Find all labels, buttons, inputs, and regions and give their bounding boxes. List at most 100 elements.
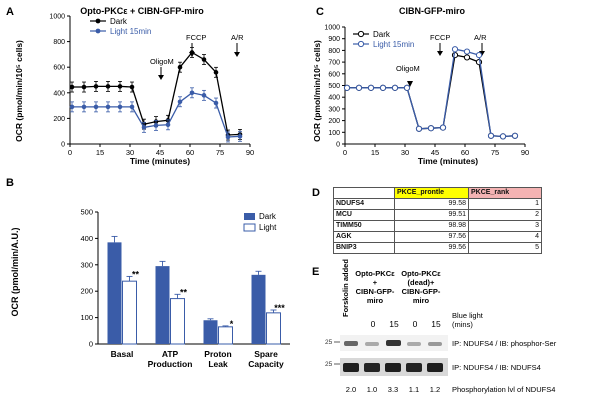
table-row: BNIP3 99.56 5 (333, 242, 542, 254)
category-label: Proton (204, 349, 231, 359)
blot1-band-2 (365, 342, 379, 346)
table-cell-gene: MCU (333, 209, 395, 221)
table-row: TIMM50 98.98 3 (333, 220, 542, 232)
data-point (391, 84, 399, 91)
data-point (117, 84, 123, 89)
data-point (463, 48, 471, 55)
table-row: AGK 97.56 4 (333, 231, 542, 243)
table-row: NDUFS4 99.58 1 (333, 198, 542, 210)
group1-line-1: Opto-PKCε (355, 269, 395, 278)
legend-b-dark-label: Dark (259, 212, 277, 221)
y-tick-label: 700 (328, 60, 340, 67)
data-point (177, 64, 183, 70)
data-point (475, 51, 483, 59)
x-tick-label: 45 (156, 148, 164, 157)
group1-line-3: CIBN-GFP- (356, 287, 395, 296)
panel-b: B OCR (pmol/min/A.U.) Dark Light 0 100 200… (6, 177, 290, 369)
y-tick-label: 200 (53, 116, 65, 123)
table-row: MCU 99.51 2 (333, 209, 542, 221)
quant-values: 2.0 1.0 3.3 1.1 1.2 (346, 385, 440, 394)
table-cell-gene: NDUFS4 (333, 198, 395, 210)
x-tick-label: 90 (521, 148, 529, 157)
quant-lane-4: 1.1 (409, 385, 419, 394)
blot1-band-3 (386, 340, 401, 346)
data-point (487, 132, 495, 139)
bar-light-1 (170, 298, 185, 345)
significance-mark: *** (274, 303, 285, 313)
y-tick-label: 400 (53, 90, 65, 97)
blot2-band-1 (343, 363, 359, 372)
panel-e: E Forskolin added Opto-PKCε + CIBN-GFP- … (312, 259, 557, 394)
y-tick-label: 300 (80, 260, 93, 269)
data-point (165, 122, 171, 128)
blot2-band-3 (385, 363, 401, 372)
x-tick-label: 45 (431, 148, 439, 157)
arrow-c-oligom-head (407, 81, 413, 87)
lane-1-time: 0 (371, 319, 376, 329)
x-tick-label: 75 (216, 148, 224, 157)
data-point (189, 90, 195, 96)
table-header-cell (333, 187, 395, 199)
panel-b-ylabel: OCR (pmol/min/A.U.) (10, 228, 20, 317)
legend-c-light-marker (357, 40, 365, 48)
panel-a-letter: A (6, 6, 14, 18)
table-header-cell: PKCE_prontle (394, 187, 469, 199)
data-point (153, 123, 159, 128)
x-tick-label: 15 (96, 148, 104, 157)
quant-lane-5: 1.2 (430, 385, 440, 394)
group2-line-4: miro (413, 296, 430, 305)
data-point (451, 46, 459, 53)
chart-a: 0 200 400 600 800 1000 0 15 30 45 60 75 90 (49, 14, 254, 158)
table-cell-rank: 3 (468, 220, 542, 232)
group2-line-1: Opto-PKCε (401, 269, 441, 278)
x-tick-label: 30 (401, 148, 409, 157)
bar-light-2 (218, 326, 233, 345)
blot2-band-5 (427, 363, 443, 372)
annot-a-ar: A/R (231, 33, 244, 42)
blot2-band-2 (364, 363, 380, 372)
bar-dark-1 (155, 266, 170, 344)
y-tick-label: 900 (328, 36, 340, 43)
data-point (93, 104, 99, 110)
lane-2-time: 15 (389, 319, 399, 329)
pkce-table: PKCE_prontle PKCE_rank NDUFS4 99.58 1 MC… (333, 187, 542, 254)
y-tick-label: 800 (53, 39, 65, 46)
category-label: Basal (111, 349, 134, 359)
y-tick-label: 100 (80, 313, 93, 322)
table-header-cell: PKCE_rank (468, 187, 542, 199)
annot-a-fccp: FCCP (186, 33, 206, 42)
y-tick-label: 0 (89, 340, 93, 349)
panel-c: C CIBN-GFP-miro OCR (pmol/min/10⁵ cells)… (312, 6, 529, 166)
panel-c-letter: C (316, 6, 324, 18)
data-point (201, 57, 207, 62)
data-point (69, 104, 75, 110)
category-label: ATP (162, 349, 179, 359)
panel-a: A Opto-PKCε + CIBN-GFP-miro OCR (pmol/mi… (6, 6, 254, 166)
bar-dark-2 (203, 320, 218, 344)
group1-line-4: miro (367, 296, 384, 305)
y-tick-label: 400 (328, 95, 340, 102)
group1-line-2: + (373, 278, 378, 287)
y-tick-label: 600 (53, 65, 65, 72)
blot2-label: IP: NDUFS4 / IB: NDUFS4 (452, 363, 541, 372)
x-tick-label: 90 (246, 148, 254, 157)
legend-a-dark-label: Dark (110, 17, 128, 26)
data-point (81, 84, 87, 90)
x-tick-label: 0 (68, 148, 72, 157)
panel-c-xlabel: Time (minutes) (418, 156, 478, 166)
data-point (117, 104, 123, 110)
y-tick-label: 0 (336, 142, 340, 149)
annot-c-oligom: OligoM (396, 64, 420, 73)
data-point (463, 54, 471, 61)
bar-light-0 (122, 280, 137, 345)
table-cell-rank: 5 (468, 242, 542, 254)
data-point (415, 125, 423, 132)
annot-a-oligom: OligoM (150, 57, 174, 66)
data-point (343, 84, 351, 91)
y-tick-label: 500 (80, 208, 93, 217)
data-point (141, 125, 147, 130)
annot-c-ar: A/R (474, 33, 487, 42)
significance-mark: ** (132, 269, 140, 279)
data-point (499, 133, 507, 140)
